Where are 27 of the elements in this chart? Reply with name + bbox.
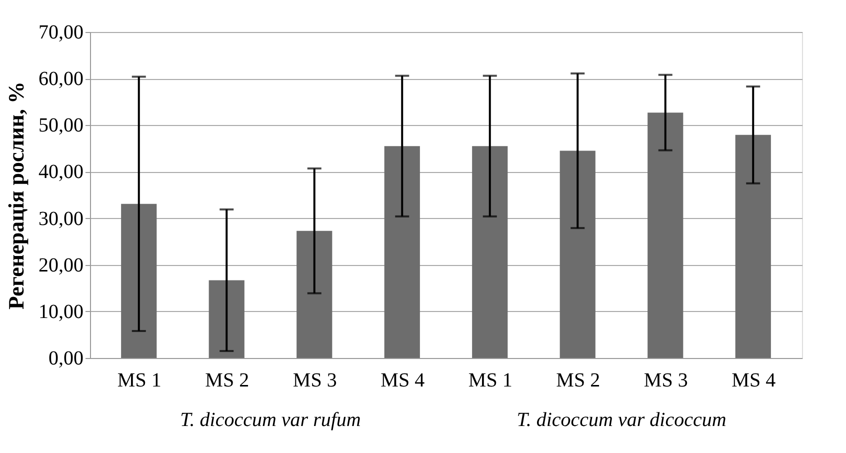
y-tick-label: 0,00 <box>48 348 84 370</box>
x-tick-label: MS 4 <box>380 370 425 392</box>
bar <box>296 230 332 358</box>
y-tick-label: 60,00 <box>38 68 84 90</box>
text: T. dicoccum var dicoccum <box>516 409 726 431</box>
bar <box>121 204 157 358</box>
x-tick-label: MS 3 <box>644 370 688 392</box>
x-tick-label: MS 4 <box>732 370 776 392</box>
text: T. dicoccum var rufum <box>180 409 361 431</box>
x-tick-label: MS 1 <box>117 370 162 392</box>
x-tick-label: MS 2 <box>556 370 600 392</box>
x-tick-label: MS 2 <box>205 370 250 392</box>
x-tick-label: MS 3 <box>292 370 337 392</box>
bar <box>648 112 684 358</box>
bar <box>384 146 420 358</box>
bar <box>208 280 244 358</box>
y-tick-label: 70,00 <box>38 22 84 44</box>
y-axis-title: Регенерація рослин, % <box>4 82 28 310</box>
bar <box>560 150 596 358</box>
y-tick-label: 30,00 <box>38 208 84 230</box>
bar <box>472 146 508 358</box>
bar <box>735 134 771 358</box>
y-tick-label: 10,00 <box>38 300 84 323</box>
x-tick-label: MS 1 <box>468 370 512 392</box>
y-tick-label: 20,00 <box>38 254 84 276</box>
y-tick-label: 40,00 <box>38 161 84 184</box>
y-tick-label: 50,00 <box>38 114 84 137</box>
